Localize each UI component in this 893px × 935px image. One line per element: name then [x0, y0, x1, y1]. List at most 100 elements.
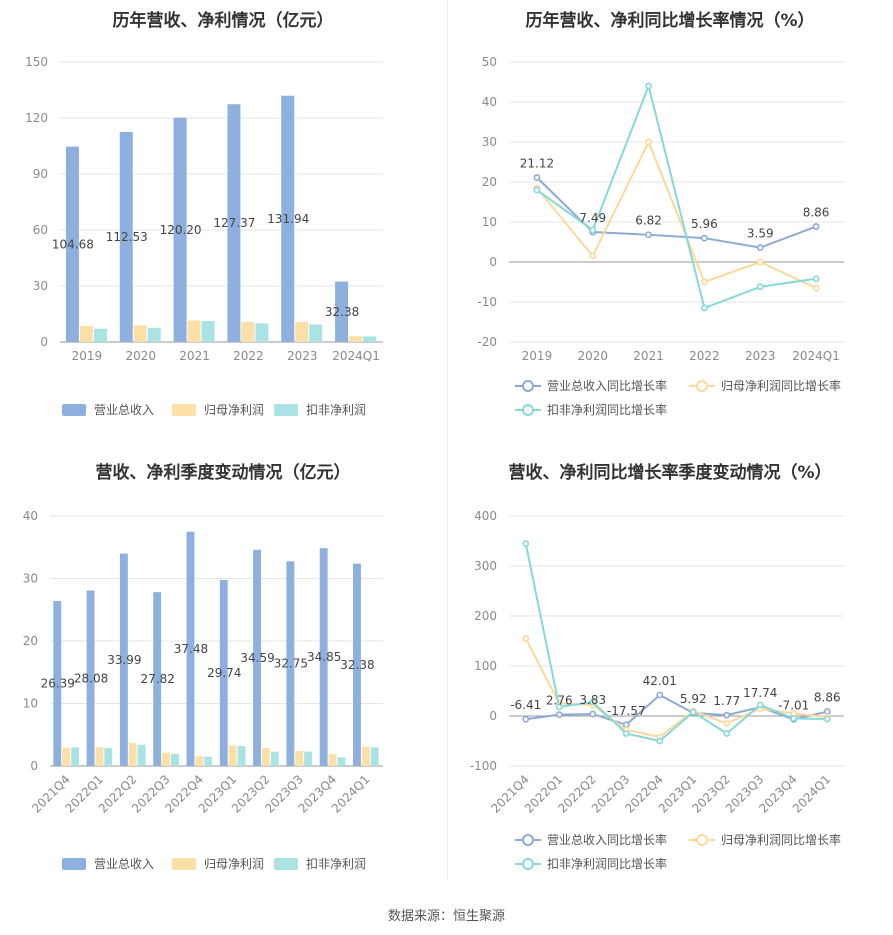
bar: [119, 131, 133, 342]
data-point: [645, 82, 652, 90]
bar: [241, 321, 255, 342]
data-point: [689, 708, 697, 716]
bar: [319, 548, 328, 766]
x-tick-label: 2021: [179, 349, 210, 363]
data-point: [589, 226, 597, 234]
data-label: 3.59: [747, 227, 774, 241]
y-tick-label: 300: [474, 559, 497, 573]
y-tick-label: 0: [489, 709, 497, 723]
bar: [304, 751, 313, 766]
bar: [295, 322, 309, 342]
data-point: [756, 244, 764, 252]
bar: [363, 336, 377, 342]
bar: [328, 754, 337, 766]
data-point: [522, 715, 530, 723]
data-label: 104.68: [52, 237, 94, 251]
data-point: [790, 715, 798, 722]
bar: [153, 592, 162, 766]
y-tick-label: -100: [470, 759, 497, 773]
data-label: 33.99: [107, 653, 141, 667]
bar: [262, 747, 270, 766]
data-point: [756, 701, 764, 709]
y-tick-label: -10: [477, 295, 497, 309]
bar: [86, 590, 95, 766]
chart-svg: -20 -10 0 10 20 30 40 50 2019 2020 2021 2022 2023 202…: [477, 55, 844, 417]
bar: [255, 323, 269, 342]
y-tick-label: -20: [477, 335, 497, 349]
data-point: [589, 698, 597, 706]
y-tick-label: 400: [474, 509, 497, 523]
legend-label: 扣非净利润同比增长率: [547, 402, 667, 417]
chart-title: 营收、净利同比增长率季度变动情况（%）: [508, 463, 832, 483]
bar: [162, 752, 170, 766]
legend-swatch: [62, 404, 86, 416]
quarterly-revenue-profit-chart: 营收、净利季度变动情况（亿元） 0 10 20 30 40 2021Q4 2022Q1 202…: [0, 452, 446, 902]
x-tick-label: 2022: [233, 349, 264, 363]
data-label: 127.37: [213, 216, 255, 230]
y-tick-label: 60: [33, 223, 48, 237]
annual-revenue-profit-chart: 历年营收、净利情况（亿元） 0 30 60 90 120 150 2019 2020 2021 2…: [0, 0, 446, 450]
x-tick-label: 2023: [287, 349, 318, 363]
x-tick-label: 2019: [72, 349, 103, 363]
legend-swatch: [172, 858, 196, 870]
chart-svg: 0102030402021Q42022Q12022Q22022Q32022Q42…: [23, 509, 383, 871]
y-tick-label: 30: [482, 135, 497, 149]
data-point: [522, 540, 530, 547]
legend-label: 营业总收入同比增长率: [547, 378, 667, 393]
x-tick-label: 2021: [633, 349, 664, 363]
data-label: 17.74: [743, 686, 777, 700]
data-label: 21.12: [520, 157, 554, 171]
y-tick-label: 100: [474, 659, 497, 673]
y-tick-label: 200: [474, 609, 497, 623]
legend-marker: [522, 404, 534, 416]
y-tick-label: 10: [482, 215, 497, 229]
data-point: [701, 278, 708, 286]
x-tick-label: 2023: [745, 349, 776, 363]
data-label: 27.82: [140, 672, 174, 686]
data-label: 29.74: [207, 666, 241, 680]
data-point: [812, 223, 820, 230]
bar: [253, 549, 262, 766]
data-point: [723, 711, 731, 719]
data-label: 32.38: [325, 305, 359, 319]
legend-swatch: [172, 404, 196, 416]
data-label: 7.49: [579, 211, 606, 225]
chart-title: 营收、净利季度变动情况（亿元）: [95, 463, 351, 483]
panel-divider: [447, 0, 448, 880]
bar: [228, 745, 237, 766]
data-point: [555, 711, 563, 719]
bar: [133, 325, 147, 342]
y-tick-label: 90: [33, 167, 48, 181]
data-point: [812, 284, 820, 292]
legend-swatch: [274, 404, 298, 416]
data-point: [723, 720, 731, 727]
bar: [195, 756, 204, 766]
bar: [201, 321, 215, 342]
y-tick-label: 20: [23, 634, 38, 648]
bar: [337, 757, 346, 766]
bar: [186, 531, 195, 766]
data-point: [589, 710, 597, 718]
data-point: [701, 304, 708, 312]
legend-label: 扣非净利润: [306, 857, 366, 871]
chart-title: 历年营收、净利情况（亿元）: [112, 11, 334, 31]
bar: [204, 756, 213, 766]
legend-label: 营业总收入同比增长率: [547, 832, 667, 847]
y-tick-label: 0: [489, 255, 497, 269]
legend-label: 扣非净利润同比增长率: [547, 856, 667, 871]
data-source-label: 数据来源：恒生聚源: [387, 909, 505, 924]
data-point: [522, 635, 530, 642]
data-point: [622, 730, 630, 737]
bar: [309, 324, 323, 342]
series-line: [525, 693, 828, 726]
bar: [93, 328, 107, 342]
legend-marker: [522, 380, 534, 392]
y-tick-label: 150: [25, 55, 48, 69]
bar: [65, 146, 79, 342]
x-tick-label: 2024Q1: [332, 349, 380, 363]
data-point: [533, 174, 541, 181]
y-tick-label: 10: [23, 697, 38, 711]
x-tick-label: 2020: [577, 349, 608, 363]
chart-svg: 0 30 60 90 120 150 2019 2020 2021 2022 2023 2024Q1 1…: [25, 55, 383, 417]
data-point: [701, 234, 708, 242]
